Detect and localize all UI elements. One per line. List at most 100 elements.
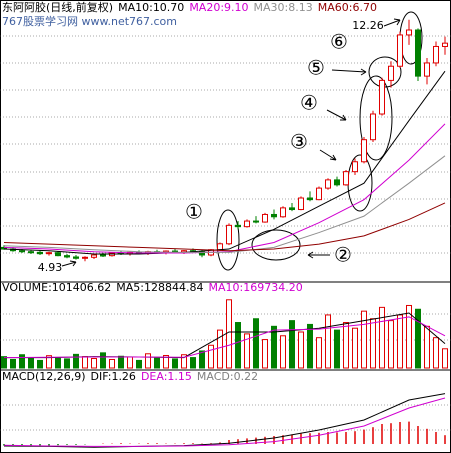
volume-bar: [28, 358, 34, 369]
candle-body: [316, 187, 322, 201]
volume-bar: [127, 356, 133, 369]
candle-body: [199, 251, 205, 256]
candle-body: [217, 243, 223, 251]
candle-body: [226, 224, 232, 245]
ma-line: [3, 70, 446, 255]
volume-bar: [244, 333, 250, 369]
legend-entry: MA10:10.70: [118, 1, 184, 14]
annotation: ①: [185, 200, 203, 224]
volume-bar: [325, 314, 331, 369]
candle-body: [424, 62, 430, 77]
candle-body: [28, 251, 34, 254]
subtitle: 767股票学习网 www.net767.com: [2, 14, 177, 28]
volume-bar: [118, 355, 124, 369]
candle-body: [334, 179, 340, 186]
volume-bar: [37, 359, 43, 369]
candle-body: [82, 256, 88, 259]
volume-bar: [64, 358, 70, 369]
legend-entry: DIF:1.26: [91, 370, 136, 383]
volume-bar: [388, 320, 394, 369]
volume-bar: [100, 352, 106, 369]
annotation: ②: [334, 243, 352, 267]
candle-body: [253, 220, 259, 223]
candle-body: [262, 213, 268, 223]
candle-body: [244, 220, 250, 228]
volume-bar: [298, 331, 304, 369]
candle-body: [352, 161, 358, 173]
volume-bar: [1, 356, 7, 369]
volume-bar: [226, 299, 232, 369]
candle-body: [325, 179, 331, 189]
volume-bar: [334, 329, 340, 369]
volume-bar: [442, 348, 448, 369]
candle-body: [100, 254, 106, 257]
candle-body: [73, 256, 79, 259]
candle-body: [442, 42, 448, 47]
volume-bar: [217, 329, 223, 369]
volume-bar: [73, 353, 79, 369]
volume-bar: [397, 314, 403, 369]
candle-body: [361, 139, 367, 163]
volume-bar: [316, 337, 322, 369]
legend-entry: MA20:9.10: [189, 1, 248, 14]
volume-bar: [136, 359, 142, 369]
candle-body: [406, 29, 412, 36]
volume-bar: [280, 335, 286, 369]
legend-entry: DEA:1.15: [141, 370, 192, 383]
candle-body: [415, 29, 421, 77]
candle-body: [388, 65, 394, 81]
candle-body: [289, 207, 295, 211]
candle-body: [19, 250, 25, 253]
panel-title: VOLUME:101406.62: [2, 281, 111, 294]
ma-line: [3, 393, 446, 448]
annotation: ③: [290, 130, 308, 154]
panel-title: MACD(12,26,9): [2, 370, 86, 383]
candle-body: [37, 251, 43, 255]
volume-bar: [406, 304, 412, 369]
panel-title: 东阿阿胶(日线,前复权): [2, 0, 113, 14]
annotation: 4.93: [38, 261, 63, 274]
volume-bar: [109, 358, 115, 369]
volume-bar: [289, 320, 295, 369]
ma-line: [3, 397, 446, 447]
volume-bar: [190, 357, 196, 369]
volume-bar: [10, 358, 16, 369]
legend-entry: MACD:0.22: [197, 370, 258, 383]
volume-bar: [433, 337, 439, 369]
volume-bar: [370, 318, 376, 369]
annotation: 12.26: [352, 19, 384, 32]
legend-entry: MA60:6.70: [318, 1, 377, 14]
volume-bar: [271, 325, 277, 369]
candle-body: [271, 213, 277, 218]
candle-body: [307, 197, 313, 201]
candle-body: [379, 79, 385, 115]
volume-bar: [82, 356, 88, 369]
volume-bar: [352, 327, 358, 369]
volume-bar: [199, 350, 205, 369]
volume-bar: [154, 357, 160, 369]
volume-bar: [91, 358, 97, 369]
candle-body: [343, 171, 349, 186]
legend-entry: MA5:128844.84: [116, 281, 203, 294]
volume-bar: [19, 354, 25, 369]
volume-bar: [415, 308, 421, 369]
ma-line: [3, 202, 446, 252]
volume-bar: [253, 318, 259, 369]
candle-body: [1, 246, 7, 250]
candle-body: [433, 45, 439, 64]
volume-bar: [361, 310, 367, 369]
legend-entry: MA30:8.13: [254, 1, 313, 14]
volume-bar: [181, 354, 187, 369]
candle-body: [64, 255, 70, 258]
volume-bar: [55, 357, 61, 369]
ma-line: [3, 123, 446, 254]
volume-bar: [343, 322, 349, 369]
candle-body: [235, 224, 241, 228]
candle-body: [397, 34, 403, 67]
volume-bar: [145, 353, 151, 369]
annotation: ④: [300, 91, 318, 115]
volume-bar: [235, 322, 241, 369]
volume-bar: [163, 354, 169, 369]
